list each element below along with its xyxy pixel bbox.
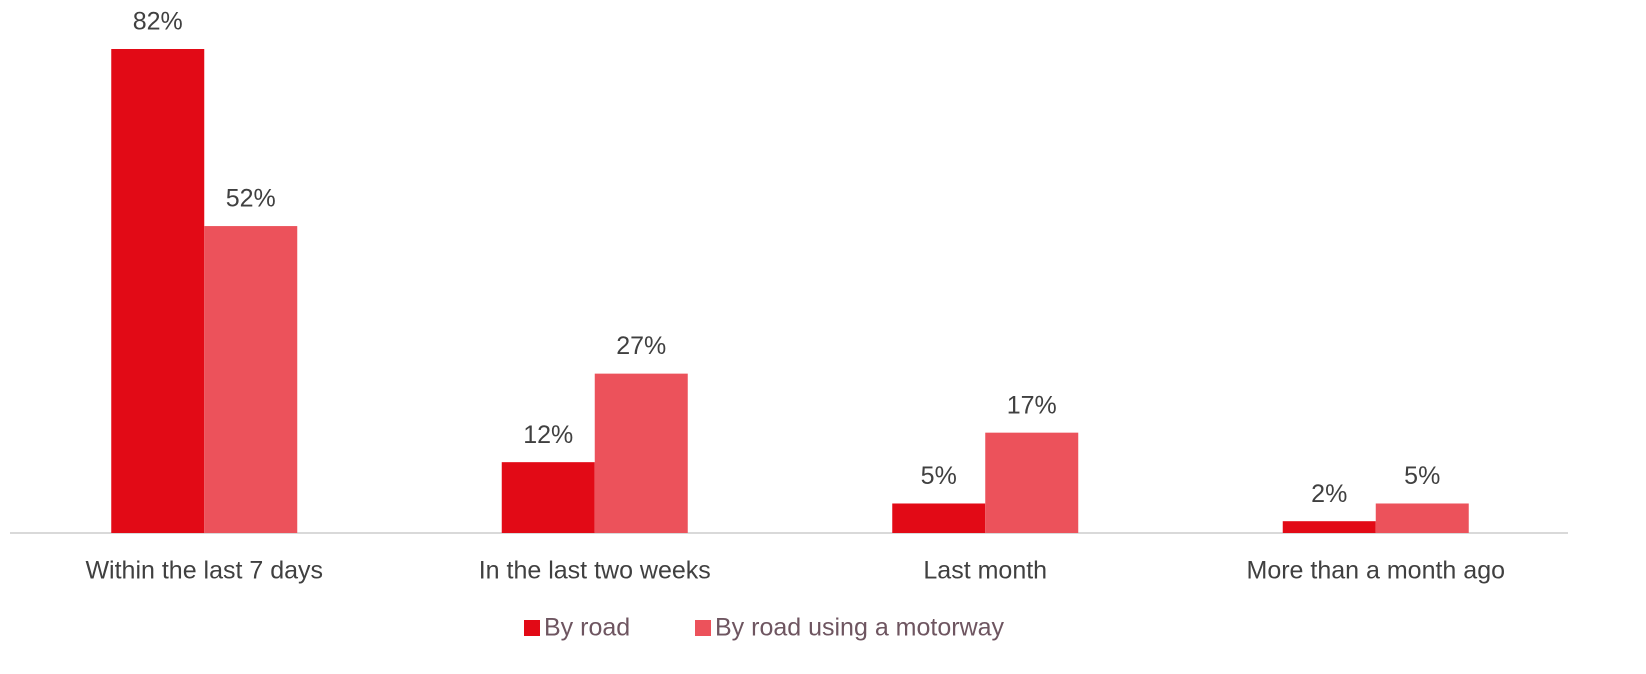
bar bbox=[985, 432, 1079, 533]
bar bbox=[594, 373, 688, 533]
x-tick-label: More than a month ago bbox=[1247, 557, 1506, 585]
data-label: 27% bbox=[616, 332, 666, 360]
bar bbox=[111, 49, 205, 533]
data-label: 5% bbox=[921, 462, 957, 490]
legend-swatch bbox=[695, 620, 711, 636]
bar bbox=[1282, 521, 1376, 533]
legend-swatch bbox=[524, 620, 540, 636]
data-label: 5% bbox=[1404, 462, 1440, 490]
bar bbox=[1375, 503, 1469, 533]
bar bbox=[204, 226, 298, 533]
x-tick-label: In the last two weeks bbox=[479, 557, 711, 585]
data-label: 82% bbox=[133, 8, 183, 36]
data-label: 12% bbox=[523, 421, 573, 449]
data-label: 17% bbox=[1007, 391, 1057, 419]
data-label: 2% bbox=[1311, 480, 1347, 508]
bar bbox=[501, 462, 595, 533]
x-tick-label: Last month bbox=[923, 557, 1047, 585]
legend-text: By road using a motorway bbox=[715, 614, 1005, 642]
bar bbox=[892, 503, 986, 533]
x-tick-label: Within the last 7 days bbox=[85, 557, 323, 585]
legend-text: By road bbox=[544, 614, 630, 642]
data-label: 52% bbox=[226, 185, 276, 213]
